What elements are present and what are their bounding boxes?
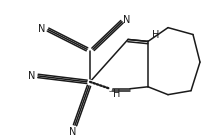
Text: N: N [123,15,131,25]
Text: N: N [28,71,36,81]
Text: N: N [38,24,46,34]
Text: N: N [69,127,77,137]
Text: H: H [152,30,159,40]
Text: H: H [113,89,120,99]
